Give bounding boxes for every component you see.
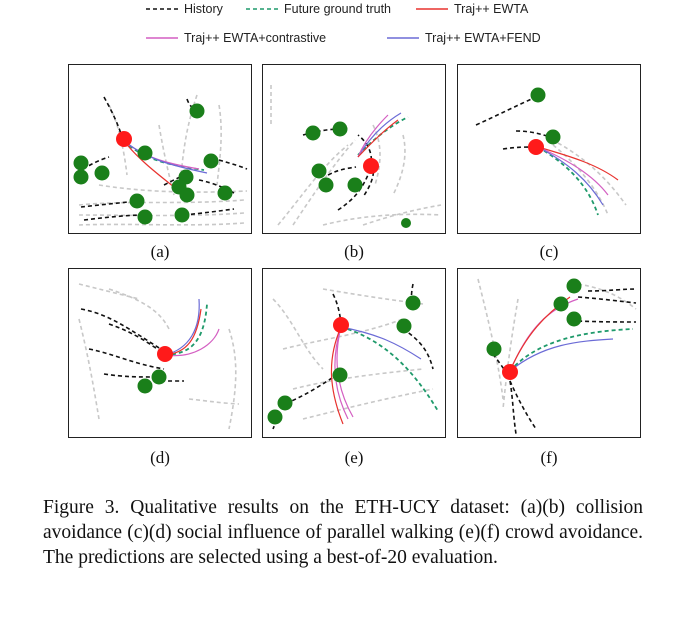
panel-d-label: (d) <box>150 448 170 467</box>
panel-c <box>457 64 641 234</box>
panel-c-plot <box>475 87 627 216</box>
figure-caption: Figure 3. Qualitative results on the ETH… <box>43 497 643 568</box>
panel-a-plot <box>73 94 248 226</box>
panel-d <box>68 268 252 438</box>
panel-f <box>457 268 641 438</box>
fend-line-icon <box>387 37 419 39</box>
panel-b <box>262 64 446 234</box>
panel-e-label: (e) <box>344 448 364 467</box>
legend-ewta-contrastive: Traj++ EWTA+contrastive <box>146 31 326 45</box>
legend: History Future ground truth Traj++ EWTA … <box>0 0 680 56</box>
legend-ewta-fend: Traj++ EWTA+FEND <box>387 31 541 45</box>
legend-history: History <box>146 2 223 16</box>
panel-d-plot <box>78 283 240 430</box>
legend-future-ground-truth: Future ground truth <box>246 2 391 16</box>
panel-f-label: (f) <box>540 448 558 467</box>
panel-e-plot <box>267 283 439 430</box>
contrastive-line-icon <box>146 37 178 39</box>
legend-ewta: Traj++ EWTA <box>416 2 528 16</box>
panel-f-plot <box>477 278 637 435</box>
panel-c-label: (c) <box>539 242 559 261</box>
ground-truth-line-icon <box>246 8 278 10</box>
ewta-line-icon <box>416 8 448 10</box>
panel-b-label: (b) <box>344 242 364 261</box>
panel-a-label: (a) <box>150 242 170 261</box>
panel-e <box>262 268 446 438</box>
history-line-icon <box>146 8 178 10</box>
panel-b-plot <box>270 85 442 228</box>
panel-a <box>68 64 252 234</box>
